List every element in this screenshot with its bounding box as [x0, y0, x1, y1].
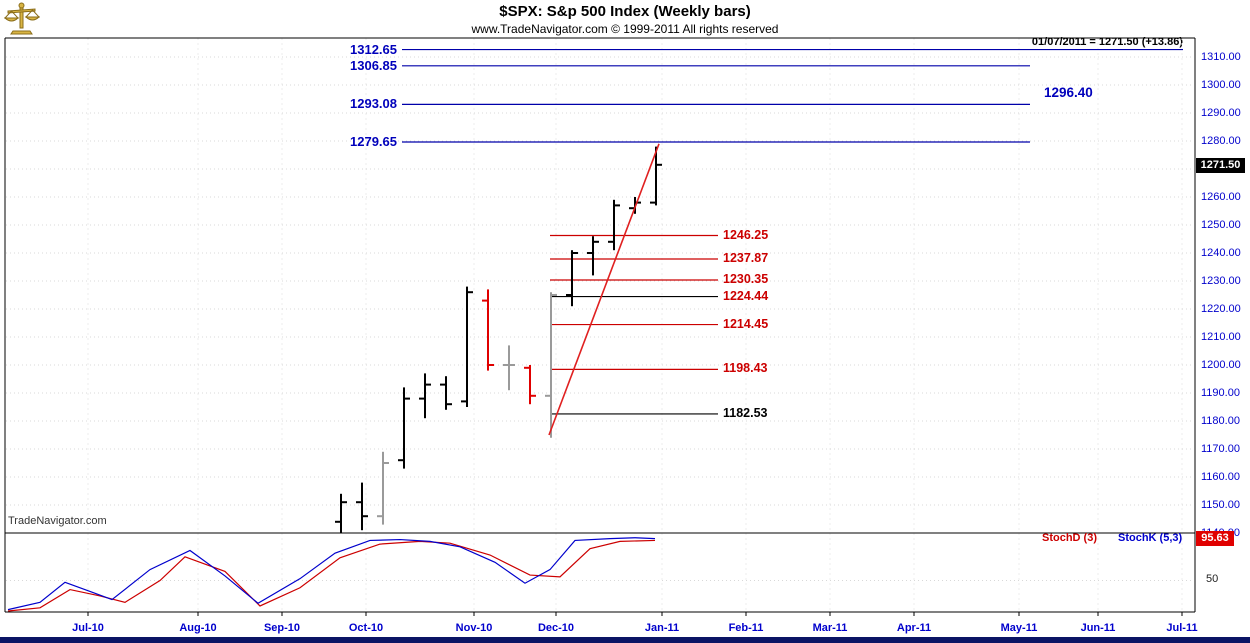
- chart-title: $SPX: S&p 500 Index (Weekly bars): [499, 3, 751, 20]
- watermark: TradeNavigator.com: [8, 515, 107, 527]
- level-label-1296: 1296.40: [1044, 85, 1093, 100]
- stoch-axis-50: 50: [1206, 573, 1219, 585]
- stoch-k-line: [7, 537, 656, 611]
- stoch-value-tag: 95.63: [1196, 531, 1234, 546]
- last-quote-readout: 01/07/2011 = 1271.50 (+13.86): [1031, 36, 1183, 48]
- stoch-d-legend[interactable]: StochD (3): [1042, 532, 1097, 544]
- trend-line: [548, 143, 660, 436]
- stoch-d-line: [7, 539, 656, 612]
- last-price-tag: 1271.50: [1196, 157, 1245, 173]
- stoch-k-legend[interactable]: StochK (5,3): [1118, 532, 1183, 544]
- bottom-bar: [0, 637, 1250, 643]
- copyright-line: www.TradeNavigator.com © 1999-2011 All r…: [471, 22, 779, 36]
- trade-navigator-logo-icon: [3, 2, 41, 36]
